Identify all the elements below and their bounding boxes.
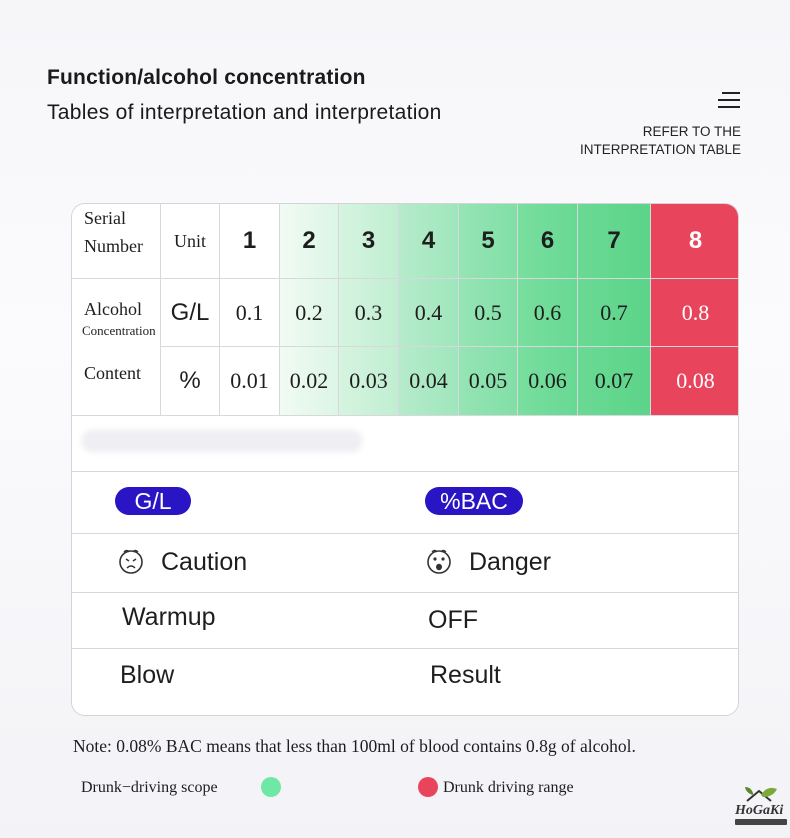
serial-label-1: Serial: [84, 208, 126, 228]
legend-red-dot: [418, 777, 438, 797]
gl-value-2: 0.2: [280, 279, 339, 347]
unit-header: Unit: [161, 204, 220, 279]
serial-2: 2: [280, 204, 339, 279]
gl-unit: G/L: [161, 279, 220, 347]
refer-note: REFER TO THE INTERPRETATION TABLE: [580, 123, 741, 159]
off-label: OFF: [428, 606, 478, 634]
bac-unit-pill: %BAC: [425, 487, 523, 515]
legend-red-label: Drunk driving range: [443, 779, 574, 796]
serial-5: 5: [459, 204, 518, 279]
caution-label: Caution: [161, 548, 248, 576]
pct-value-8: 0.08: [651, 347, 738, 416]
danger-label: Danger: [469, 548, 551, 576]
serial-7: 7: [578, 204, 651, 279]
content-label: Content: [84, 363, 141, 383]
gl-value-7: 0.7: [578, 279, 651, 347]
gl-unit-pill: G/L: [115, 487, 191, 515]
caution-face-icon: [119, 549, 143, 574]
danger-face-icon: [427, 549, 451, 574]
divider: [72, 533, 738, 534]
interpretation-card: Serial Number Unit 1 2 3 4 5 6 7 8 Alcoh…: [71, 203, 739, 716]
serial-1: 1: [220, 204, 280, 279]
pct-value-2: 0.02: [280, 347, 339, 416]
gl-value-5: 0.5: [459, 279, 518, 347]
brand-logo-text: HoGaKi: [735, 803, 784, 818]
blurred-placeholder: [82, 430, 362, 452]
pct-value-7: 0.07: [578, 347, 651, 416]
gl-value-8: 0.8: [651, 279, 738, 347]
divider: [72, 471, 738, 472]
gl-value-3: 0.3: [339, 279, 399, 347]
serial-3: 3: [339, 204, 399, 279]
serial-8: 8: [651, 204, 738, 279]
menu-icon[interactable]: [718, 92, 740, 108]
serial-number-header: Serial Number: [72, 204, 161, 279]
gl-value-4: 0.4: [399, 279, 459, 347]
divider: [72, 648, 738, 649]
brand-logo-subline: [735, 819, 787, 825]
concentration-label: Concentration: [82, 323, 156, 338]
interpretation-table: Serial Number Unit 1 2 3 4 5 6 7 8 Alcoh…: [72, 204, 738, 416]
blow-label: Blow: [120, 661, 175, 689]
legend-green-dot: [261, 777, 281, 797]
gl-value-1: 0.1: [220, 279, 280, 347]
refer-line-2: INTERPRETATION TABLE: [579, 142, 741, 157]
pct-value-5: 0.05: [459, 347, 518, 416]
serial-4: 4: [399, 204, 459, 279]
legend-green-label: Drunk−driving scope: [81, 779, 218, 796]
divider: [72, 592, 738, 593]
alcohol-row-header: Alcohol Concentration: [72, 279, 161, 347]
pct-value-3: 0.03: [339, 347, 399, 416]
brand-logo-icon: [745, 787, 777, 802]
alcohol-label: Alcohol: [84, 299, 142, 319]
bac-note: Note: 0.08% BAC means that less than 100…: [73, 736, 636, 756]
page-title: Function/alcohol concentration: [47, 66, 366, 89]
serial-6: 6: [518, 204, 578, 279]
warmup-label: Warmup: [122, 603, 216, 631]
result-label: Result: [430, 661, 501, 689]
pct-value-1: 0.01: [220, 347, 280, 416]
serial-label-2: Number: [84, 236, 143, 256]
content-row-header: Content: [72, 347, 161, 416]
page-subtitle: Tables of interpretation and interpretat…: [47, 101, 442, 124]
pct-unit: %: [161, 347, 220, 416]
pct-value-4: 0.04: [399, 347, 459, 416]
gl-value-6: 0.6: [518, 279, 578, 347]
pct-value-6: 0.06: [518, 347, 578, 416]
refer-line-1: REFER TO THE: [642, 124, 741, 139]
